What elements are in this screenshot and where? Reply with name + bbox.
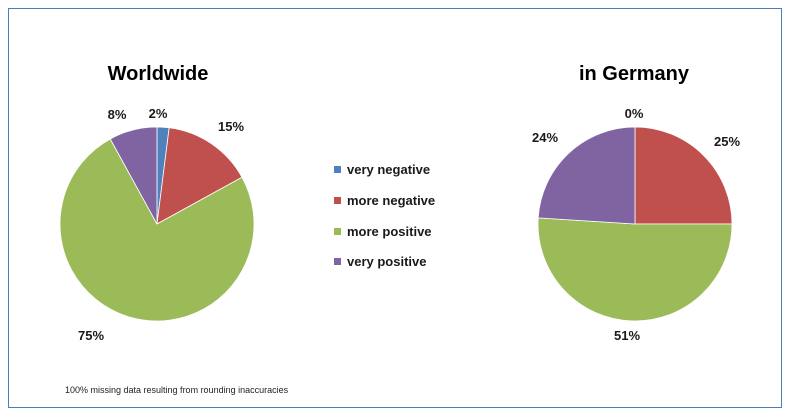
legend-label-more-positive: more positive	[347, 224, 432, 239]
legend-label-more-negative: more negative	[347, 193, 435, 208]
legend-label-very-positive: very positive	[347, 254, 427, 269]
pie-slice-worldwide-very-positive	[109, 126, 158, 225]
data-label-germany-more-negative: 25%	[714, 134, 740, 149]
data-label-germany-very-positive: 24%	[532, 130, 558, 145]
legend-swatch-more-positive	[334, 228, 341, 235]
data-label-worldwide-more-negative: 15%	[218, 119, 244, 134]
legend-swatch-very-positive	[334, 258, 341, 265]
data-label-worldwide-very-negative: 2%	[149, 106, 168, 121]
pie-germany	[537, 126, 733, 322]
data-label-worldwide-very-positive: 8%	[108, 107, 127, 122]
pie-slice-germany-very-positive	[537, 126, 636, 225]
footnote: 100% missing data resulting from roundin…	[65, 385, 289, 395]
data-label-germany-very-negative: 0%	[625, 106, 644, 121]
pie-slice-worldwide-more-negative	[156, 127, 243, 225]
pie-slice-worldwide-more-positive	[59, 138, 255, 322]
data-label-worldwide-more-positive: 75%	[78, 328, 104, 343]
pie-worldwide	[59, 126, 255, 322]
data-label-germany-more-positive: 51%	[614, 328, 640, 343]
legend-swatch-very-negative	[334, 166, 341, 173]
legend: very negative more negative more positiv…	[334, 162, 435, 269]
legend-swatch-more-negative	[334, 197, 341, 204]
pie-slice-germany-more-negative	[634, 126, 733, 225]
legend-label-very-negative: very negative	[347, 162, 430, 177]
chart-title-worldwide: Worldwide	[108, 63, 209, 85]
pie-slice-germany-more-positive	[537, 217, 733, 322]
chart-title-germany: in Germany	[579, 63, 690, 85]
